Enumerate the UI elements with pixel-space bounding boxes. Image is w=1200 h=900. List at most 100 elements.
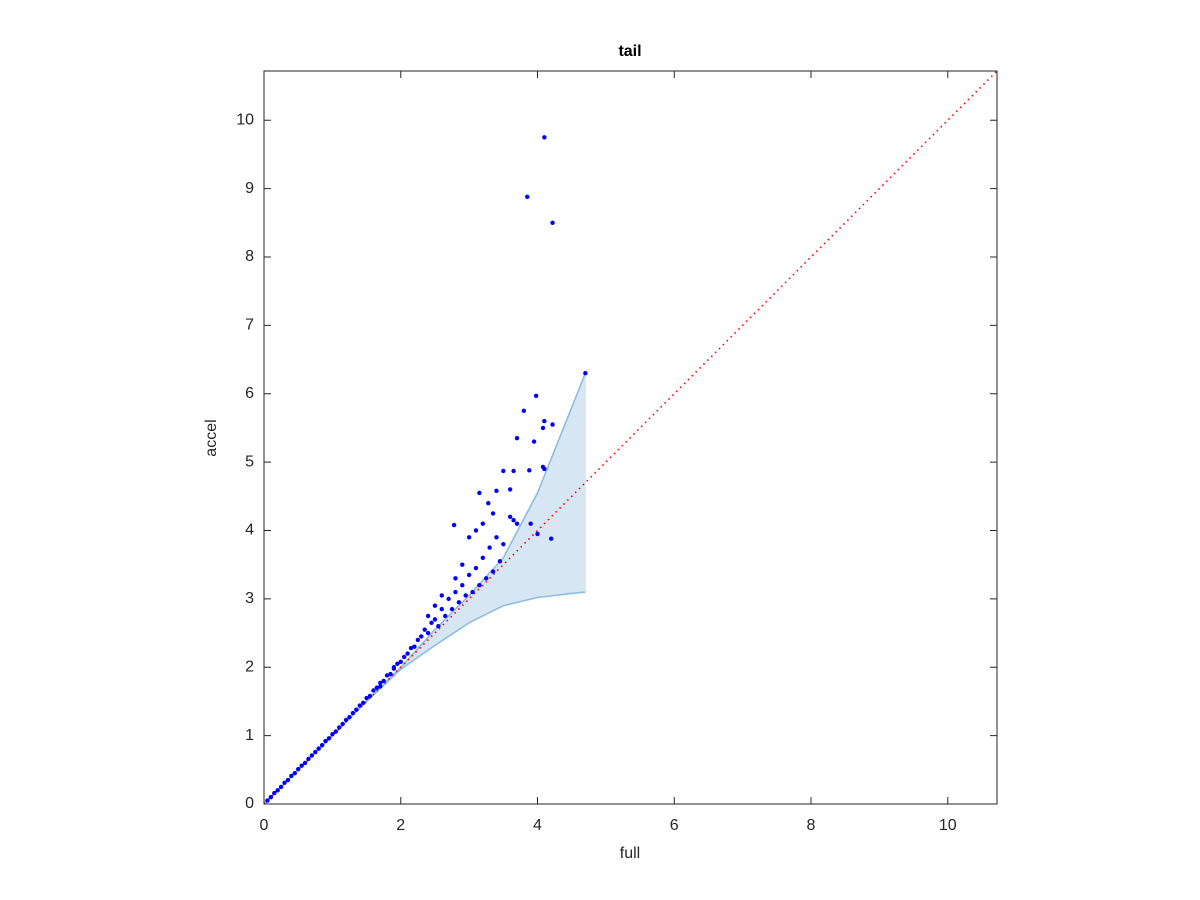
scatter-point	[480, 521, 486, 526]
scatter-point	[415, 637, 421, 643]
scatter-point	[542, 135, 547, 140]
scatter-point	[333, 729, 338, 734]
scatter-point	[292, 771, 297, 776]
scatter-point	[446, 596, 451, 602]
scatter-point	[272, 790, 277, 796]
scatter-point	[381, 678, 386, 684]
scatter-point	[357, 703, 362, 708]
y-tick-label: 0	[245, 795, 254, 812]
y-tick-label: 9	[245, 180, 254, 197]
band-area	[264, 373, 586, 804]
scatter-point	[497, 559, 503, 564]
scatter-point	[323, 738, 328, 744]
scatter-point	[285, 777, 291, 783]
scatter-point	[542, 466, 547, 472]
scatter-point	[378, 684, 383, 689]
scatter-point	[360, 700, 366, 706]
scatter-point	[466, 572, 472, 578]
scatter-point	[371, 688, 376, 693]
scatter-point	[398, 659, 403, 664]
scatter-point	[494, 535, 499, 540]
axes-box	[263, 70, 998, 805]
scatter-point	[514, 435, 520, 441]
scatter-point	[473, 565, 479, 571]
plot-area: 0 2 4 6 8 10 0 1 2 3 4 5 6 7 8 9 10	[236, 70, 998, 834]
x-axis-label: full	[620, 845, 640, 862]
scatter-point	[460, 562, 465, 567]
scatter-point	[364, 695, 369, 701]
scatter-point	[436, 624, 441, 629]
scatter-point	[282, 780, 287, 786]
scatter-point	[550, 422, 555, 427]
scatter-point	[470, 589, 475, 595]
scatter-point	[425, 630, 431, 636]
scatter-point	[533, 393, 539, 398]
scatter-point	[429, 620, 434, 626]
scatter-point	[278, 784, 284, 790]
scatter-point	[395, 661, 400, 667]
y-axis-label: accel	[203, 419, 220, 456]
scatter-point	[527, 468, 532, 473]
x-tick-label: 2	[396, 817, 405, 834]
scatter-point	[340, 721, 345, 727]
scatter-point	[473, 528, 479, 533]
scatter-point	[354, 707, 359, 712]
scatter-point	[477, 582, 482, 588]
scatter-point	[275, 788, 280, 793]
scatter-point	[507, 514, 513, 520]
scatter-point	[313, 749, 318, 755]
scatter-point	[480, 555, 486, 561]
scatter-point	[374, 685, 380, 690]
scatter-point	[408, 645, 414, 651]
y-tick-label: 3	[245, 590, 254, 607]
scatter-point	[490, 569, 496, 574]
scatter-point	[388, 671, 393, 677]
scatter-point	[451, 522, 457, 528]
y-tick-label: 10	[236, 111, 254, 128]
scatter-point	[535, 531, 540, 537]
scatter-point	[494, 488, 499, 494]
scatter-point	[299, 763, 304, 768]
scatter-point	[453, 589, 458, 595]
x-tick-label: 6	[670, 817, 679, 834]
scatter-point	[463, 593, 468, 598]
scatter-point	[439, 606, 444, 612]
x-tick-label: 4	[533, 817, 542, 834]
y-tick-label: 4	[245, 522, 254, 539]
scatter-point	[486, 500, 491, 506]
scatter-point	[511, 518, 516, 523]
scatter-point	[316, 746, 321, 751]
scatter-point	[432, 603, 438, 608]
scatter-point	[449, 606, 455, 612]
scatter-point	[412, 644, 417, 649]
scatter-point	[337, 725, 342, 730]
scatter-point	[309, 753, 315, 758]
scatter-point	[490, 511, 496, 516]
scatter-point	[319, 742, 325, 748]
scatter-point	[511, 468, 516, 474]
scatter-point	[350, 710, 356, 716]
scatter-point	[343, 717, 349, 723]
y-tick-label: 7	[245, 317, 254, 334]
scatter-point	[419, 634, 424, 639]
scatter-point	[487, 545, 492, 550]
scatter-point	[401, 654, 407, 660]
scatter-point	[460, 582, 465, 588]
scatter-point	[367, 693, 373, 699]
scatter-point	[306, 756, 311, 762]
scatter-point	[531, 439, 537, 444]
scatter-point	[295, 766, 301, 772]
scatter-point	[583, 371, 588, 376]
x-tick-label: 10	[939, 817, 957, 834]
scatter-point	[265, 798, 270, 803]
scatter-point	[542, 418, 547, 424]
scatter-point	[466, 535, 472, 540]
scatter-point	[391, 665, 397, 670]
x-tick-label: 0	[260, 817, 269, 834]
scatter-point	[378, 680, 383, 686]
scatter-point	[484, 576, 489, 581]
y-tick-label: 6	[245, 385, 254, 402]
scatter-point	[456, 600, 462, 605]
